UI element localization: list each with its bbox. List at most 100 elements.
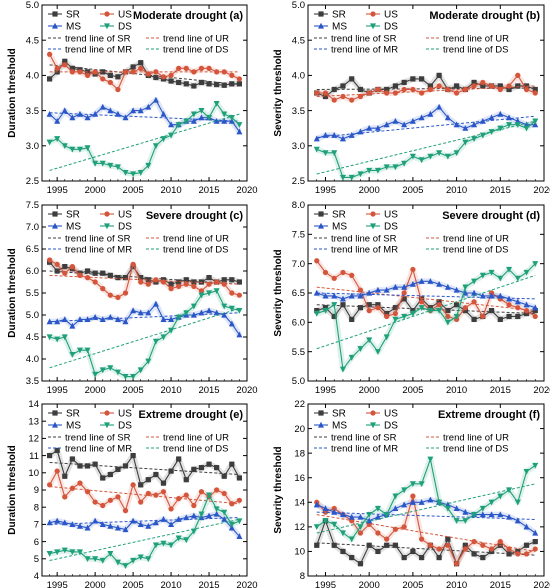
point-MS	[479, 511, 486, 518]
point-MS	[401, 121, 408, 128]
point-DS	[313, 524, 320, 531]
point-SR	[471, 551, 477, 557]
y-tick-label: 3.5	[292, 106, 305, 117]
point-SR	[62, 473, 68, 479]
y-tick-label: 12	[294, 522, 305, 533]
plot-frame	[307, 4, 545, 182]
x-tick-label: 2020	[236, 185, 257, 196]
y-tick-label: 14	[294, 497, 305, 508]
point-US	[506, 546, 512, 552]
point-US	[77, 272, 83, 278]
point-DS	[221, 509, 228, 516]
point-SR	[214, 465, 220, 471]
point-US	[229, 290, 235, 296]
point-US	[436, 302, 442, 308]
point-MS	[392, 117, 399, 124]
point-MS	[488, 511, 495, 518]
panel-title: Severe drought (c)	[146, 210, 244, 222]
y-tick-label: 8	[34, 502, 39, 513]
legend-trend-label-DS: trend line of DS	[163, 444, 228, 455]
point-DS	[331, 150, 338, 157]
point-SR	[349, 76, 355, 82]
point-MS	[471, 289, 478, 296]
point-MS	[313, 501, 320, 508]
point-SR	[206, 461, 212, 467]
point-MS	[183, 514, 190, 521]
point-MS	[374, 125, 381, 131]
point-MS	[532, 304, 539, 311]
legend-trend-label-US: trend line of UR	[163, 433, 229, 444]
legend-label-SR: SR	[66, 210, 80, 221]
point-MS	[130, 307, 137, 314]
y-axis-label: Duration threshold	[7, 248, 18, 337]
series-line-DS	[49, 493, 240, 567]
point-US	[314, 258, 320, 264]
legend-label-SR: SR	[66, 409, 80, 420]
point-SR	[523, 310, 530, 317]
point-US	[221, 69, 227, 75]
y-tick-label: 2.5	[292, 176, 305, 187]
point-DS	[206, 290, 213, 297]
point-SR	[497, 316, 503, 322]
point-DS	[190, 528, 197, 535]
point-MS	[409, 281, 416, 287]
point-MS	[61, 316, 68, 322]
point-MS	[236, 128, 243, 135]
point-US	[153, 69, 159, 75]
y-tick-label: 3.0	[292, 141, 305, 152]
point-US	[349, 97, 355, 103]
point-SR	[357, 305, 364, 311]
x-tick-label: 2005	[123, 185, 144, 196]
point-US	[100, 76, 106, 82]
legend-trend-label-DS: trend line of DS	[443, 245, 508, 256]
point-MS	[46, 318, 53, 325]
point-DS	[160, 136, 167, 142]
point-MS	[160, 316, 167, 322]
point-DS	[190, 111, 197, 118]
trend-line-DS	[49, 113, 240, 171]
point-SR	[506, 313, 512, 320]
point-SR	[236, 81, 243, 87]
point-US	[331, 97, 337, 103]
point-SR	[340, 548, 346, 555]
point-US	[349, 272, 355, 278]
point-MS	[206, 307, 213, 314]
point-MS	[374, 286, 381, 293]
legend-marker-DS	[370, 23, 376, 30]
point-SR	[153, 471, 159, 478]
point-DS	[322, 150, 329, 157]
point-DS	[348, 536, 355, 543]
x-tick-label: 2015	[198, 185, 219, 196]
point-DS	[409, 153, 416, 160]
point-US	[46, 257, 53, 263]
x-tick-label: 2010	[161, 385, 182, 396]
point-US	[366, 308, 372, 314]
point-MS	[221, 117, 228, 124]
point-DS	[444, 319, 451, 326]
point-MS	[436, 281, 443, 287]
point-MS	[46, 519, 53, 526]
x-tick-label: 2020	[533, 185, 550, 196]
point-SR	[427, 83, 433, 89]
point-US	[366, 90, 372, 96]
point-DS	[462, 139, 469, 146]
point-SR	[168, 468, 174, 474]
point-DS	[409, 481, 416, 488]
point-DS	[532, 261, 539, 267]
point-MS	[348, 513, 355, 520]
point-MS	[488, 114, 495, 121]
point-US	[221, 281, 227, 287]
point-US	[62, 270, 68, 276]
legend-label-DS: DS	[384, 22, 398, 33]
trend-line-US	[316, 286, 536, 312]
point-US	[77, 480, 83, 486]
y-tick-label: 7	[34, 520, 39, 531]
point-DS	[401, 313, 408, 320]
x-tick-label: 2015	[490, 185, 511, 196]
point-US	[176, 65, 182, 71]
legend-marker-MS	[318, 222, 324, 229]
point-US	[488, 546, 495, 552]
x-tick-label: 2000	[359, 385, 380, 396]
point-DS	[228, 305, 235, 312]
legend-trend-label-DS: trend line of DS	[443, 444, 508, 455]
